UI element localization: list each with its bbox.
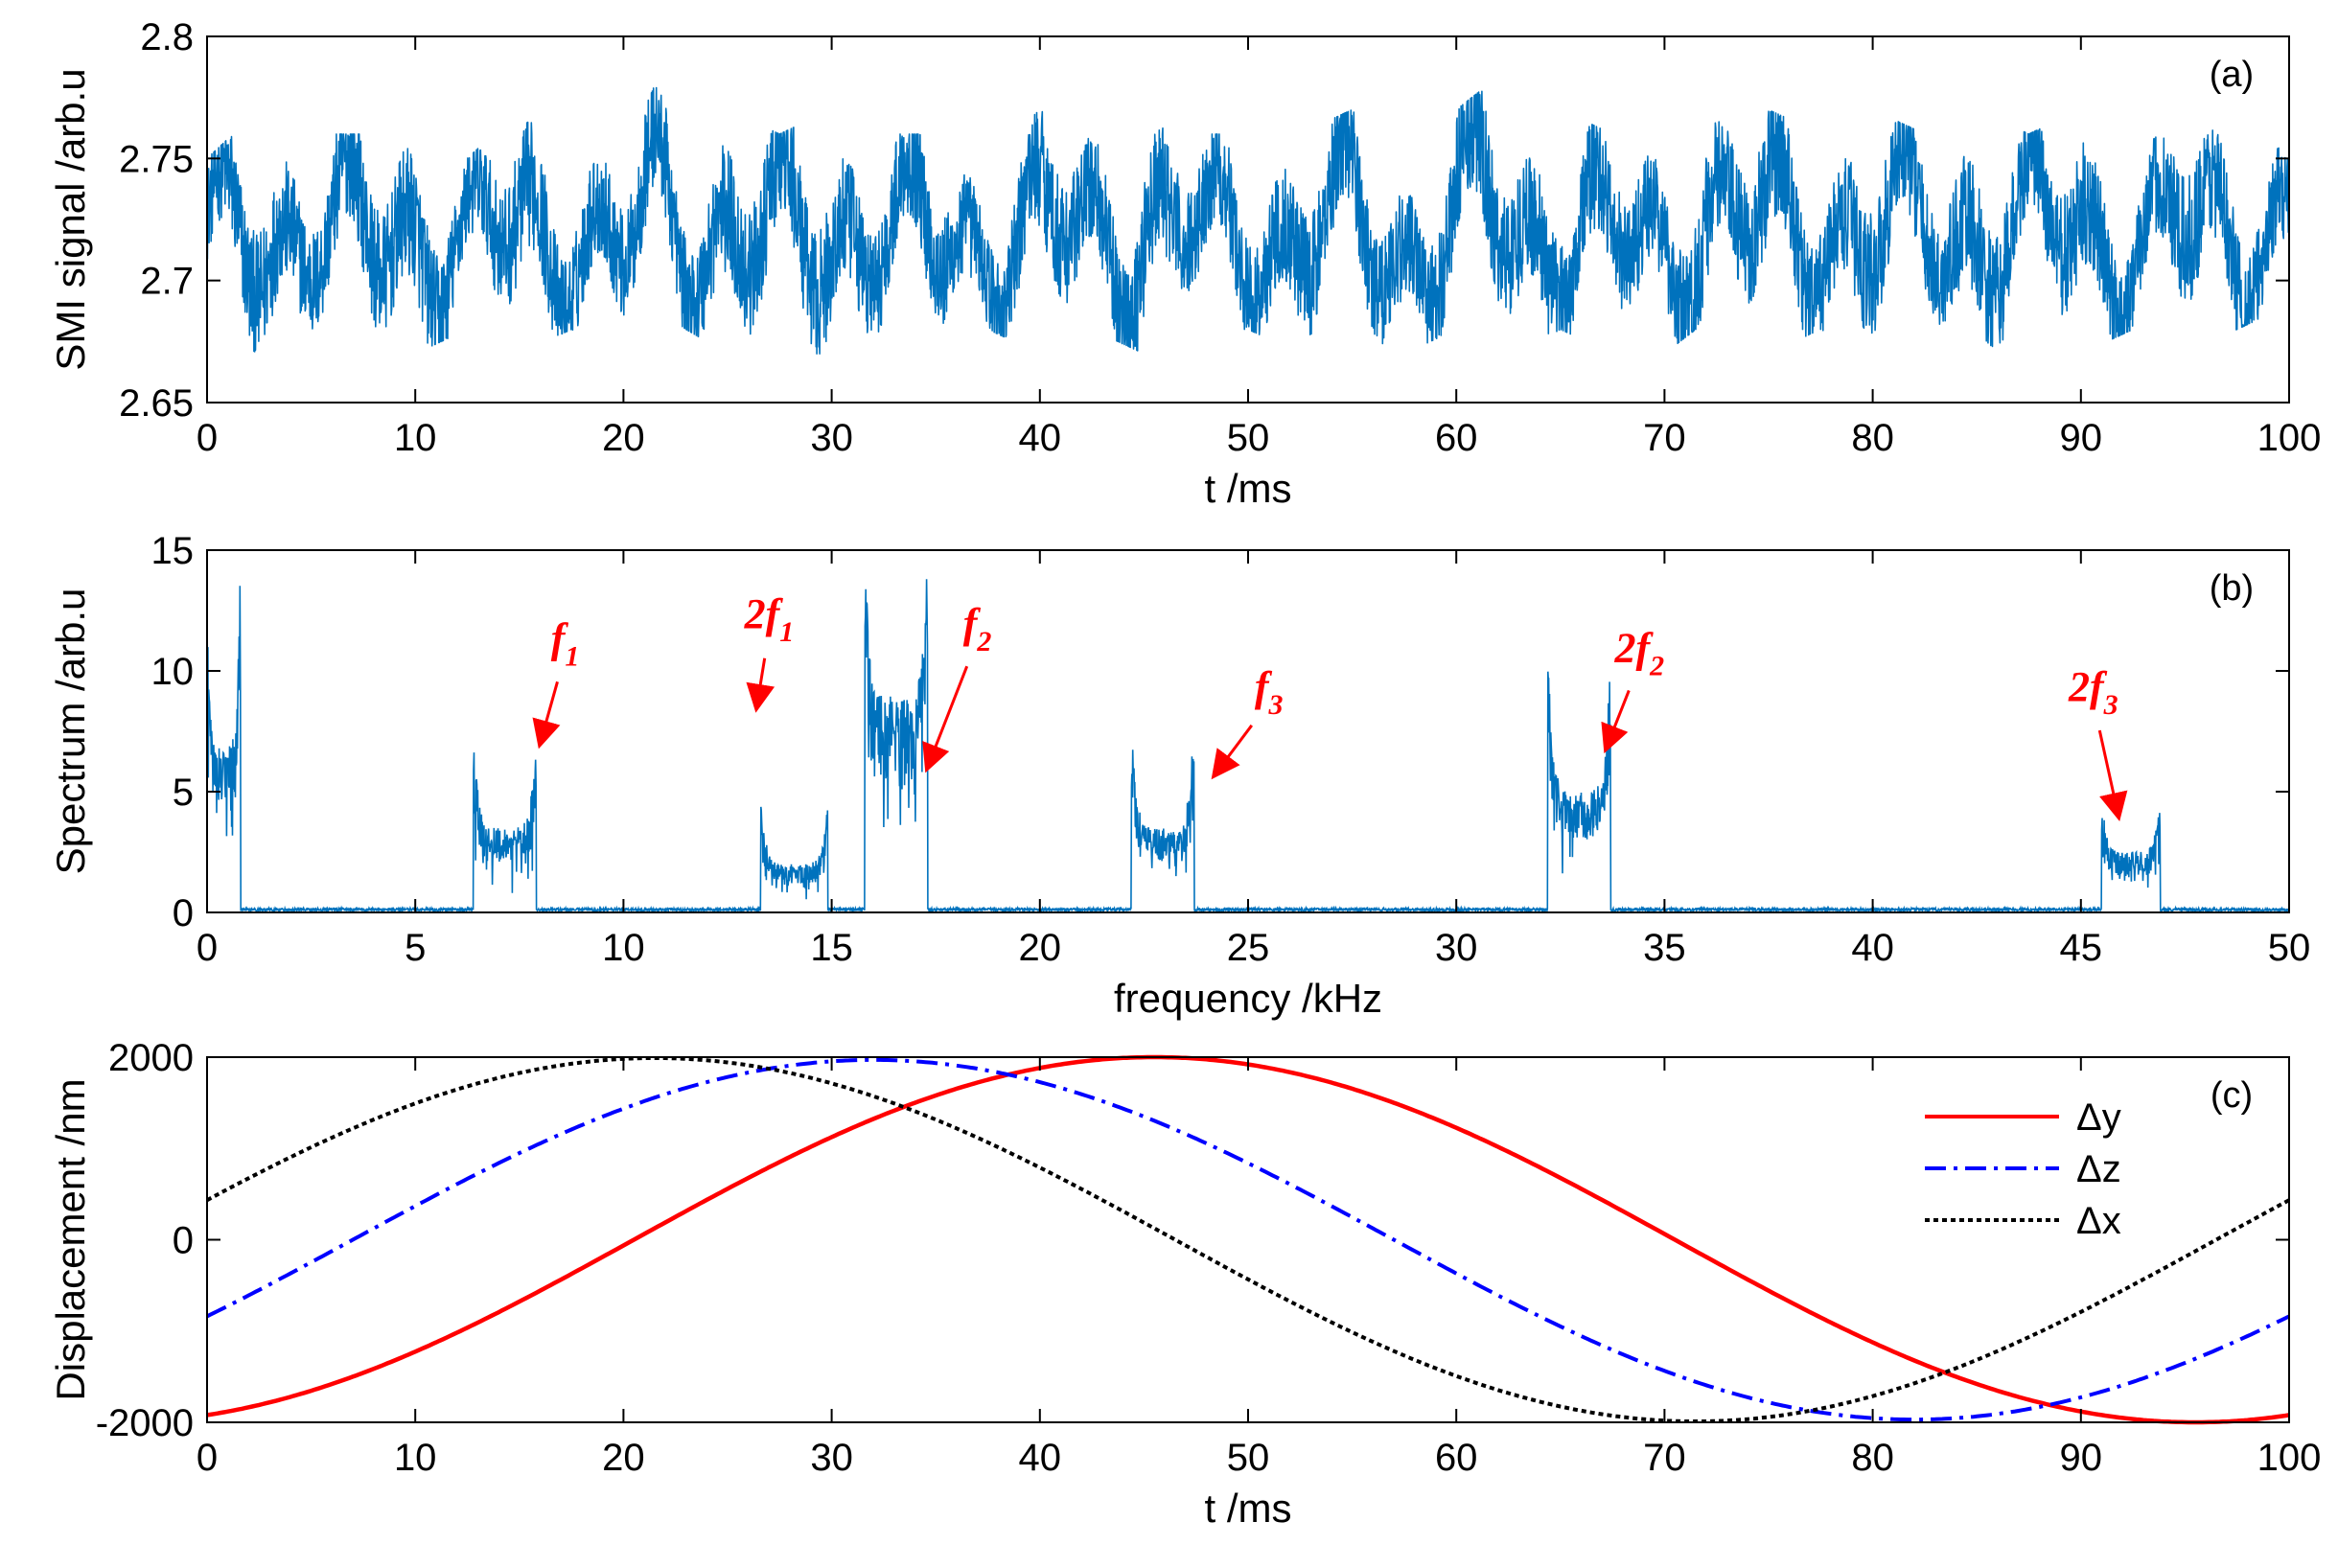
y-tick-label: 2.75 (119, 138, 194, 180)
x-tick-label: 40 (1019, 1437, 1062, 1479)
panel-c-y-axis-label: Displacement /nm (48, 1078, 93, 1400)
x-tick-label: 10 (602, 927, 645, 969)
x-tick-label: 30 (810, 417, 853, 459)
annotation-subscript: 2 (1649, 650, 1664, 681)
annotation-arrow (1601, 689, 1631, 754)
annotation-arrow (532, 680, 561, 749)
x-tick-label: 5 (405, 927, 426, 969)
annotation-arrow (1211, 724, 1254, 780)
annotation-subscript: 3 (2103, 689, 2118, 721)
annotation-arrow (746, 657, 775, 713)
panel-c-label: (c) (2211, 1075, 2253, 1116)
y-tick-label: 2000 (108, 1037, 194, 1079)
panel-b-ticks: 0 5 10 15 20 25 30 35 40 45 50 0 5 10 15 (151, 530, 2311, 969)
x-tick-label: 100 (2257, 1437, 2322, 1479)
x-tick-label: 60 (1435, 1437, 1478, 1479)
series-line-dx (206, 1056, 2290, 1423)
x-tick-label: 80 (1851, 417, 1894, 459)
annotation-prefix: 2 (744, 590, 766, 637)
legend-entry: Δz (2076, 1148, 2121, 1190)
panel-c-legend: Δy Δz Δx (1925, 1096, 2121, 1242)
annotation-subscript: 3 (1268, 689, 1284, 721)
y-tick-label: 0 (173, 1220, 194, 1262)
annotation-label: 2f3 (2068, 663, 2118, 721)
annotation-base: f (1255, 663, 1273, 710)
y-tick-label: 5 (173, 772, 194, 814)
annotation-subscript: 2 (976, 626, 991, 657)
smi-signal-series (206, 86, 2290, 355)
x-tick-label: 30 (810, 1437, 853, 1479)
y-tick-label: 0 (173, 892, 194, 934)
smi-signal-line (206, 86, 2290, 355)
annotation-arrow (922, 665, 969, 773)
x-tick-label: 0 (197, 1437, 218, 1479)
annotation-base: f (766, 590, 784, 637)
x-tick-label: 35 (1643, 927, 1686, 969)
x-tick-label: 30 (1435, 927, 1478, 969)
annotation-label: f1 (551, 614, 580, 672)
x-tick-label: 50 (1227, 1437, 1270, 1479)
panel-c-x-axis-label: t /ms (1205, 1486, 1292, 1531)
x-tick-label: 60 (1435, 417, 1478, 459)
y-tick-label: 2.65 (119, 382, 194, 425)
annotation-base: f (2090, 663, 2108, 710)
x-tick-label: 50 (1227, 417, 1270, 459)
annotation-prefix: 2 (2068, 663, 2090, 710)
annotation-prefix: 2 (1613, 624, 1635, 671)
y-tick-label: 2.7 (140, 261, 194, 303)
y-tick-label: 10 (151, 651, 195, 693)
x-tick-label: 0 (197, 417, 218, 459)
panel-b-label: (b) (2210, 568, 2254, 609)
x-tick-label: 20 (1019, 927, 1062, 969)
panel-a-x-axis-label: t /ms (1205, 466, 1292, 511)
x-tick-label: 25 (1227, 927, 1270, 969)
x-tick-label: 80 (1851, 1437, 1894, 1479)
x-tick-label: 10 (394, 1437, 437, 1479)
x-tick-label: 10 (394, 417, 437, 459)
annotation-label: 2f2 (1613, 624, 1664, 681)
x-tick-label: 15 (810, 927, 853, 969)
legend-entry: Δx (2076, 1200, 2121, 1242)
annotation-base: f (1635, 624, 1654, 671)
x-tick-label: 20 (602, 417, 645, 459)
annotation-arrow (2097, 729, 2128, 822)
series-line-dz (206, 1057, 2290, 1422)
legend-entry: Δy (2076, 1096, 2121, 1139)
panel-b-y-axis-label: Spectrum /arb.u (48, 588, 93, 875)
x-tick-label: 20 (602, 1437, 645, 1479)
y-tick-label: -2000 (96, 1402, 194, 1444)
x-tick-label: 90 (2060, 1437, 2103, 1479)
x-tick-label: 70 (1643, 1437, 1686, 1479)
x-tick-label: 70 (1643, 417, 1686, 459)
x-tick-label: 40 (1019, 417, 1062, 459)
panel-b-x-axis-label: frequency /kHz (1114, 976, 1382, 1021)
x-tick-label: 90 (2060, 417, 2103, 459)
annotation-subscript: 1 (565, 640, 579, 672)
y-tick-label: 2.8 (140, 16, 194, 58)
annotation-label: f3 (1255, 663, 1284, 721)
x-tick-label: 40 (1851, 927, 1894, 969)
annotation-base: f (963, 600, 982, 647)
panel-a-label: (a) (2210, 55, 2254, 95)
x-tick-label: 100 (2257, 417, 2322, 459)
x-tick-label: 0 (197, 927, 218, 969)
panel-a-smi-signal: 0 10 20 30 40 50 60 70 80 90 100 2.65 2.7 2.75 2.8 (a)… (48, 16, 2321, 511)
panel-a-ticks: 0 10 20 30 40 50 60 70 80 90 100 2.65 2.7 2.75 2.8 (119, 16, 2321, 459)
x-tick-label: 50 (2268, 927, 2311, 969)
annotation-base: f (551, 614, 569, 661)
x-tick-label: 45 (2060, 927, 2103, 969)
panel-a-y-axis-label: SMI signal /arb.u (48, 68, 93, 370)
annotation-subscript: 1 (779, 616, 794, 648)
annotation-label: f2 (963, 600, 992, 657)
annotation-label: 2f1 (744, 590, 795, 648)
y-tick-label: 15 (151, 530, 195, 572)
